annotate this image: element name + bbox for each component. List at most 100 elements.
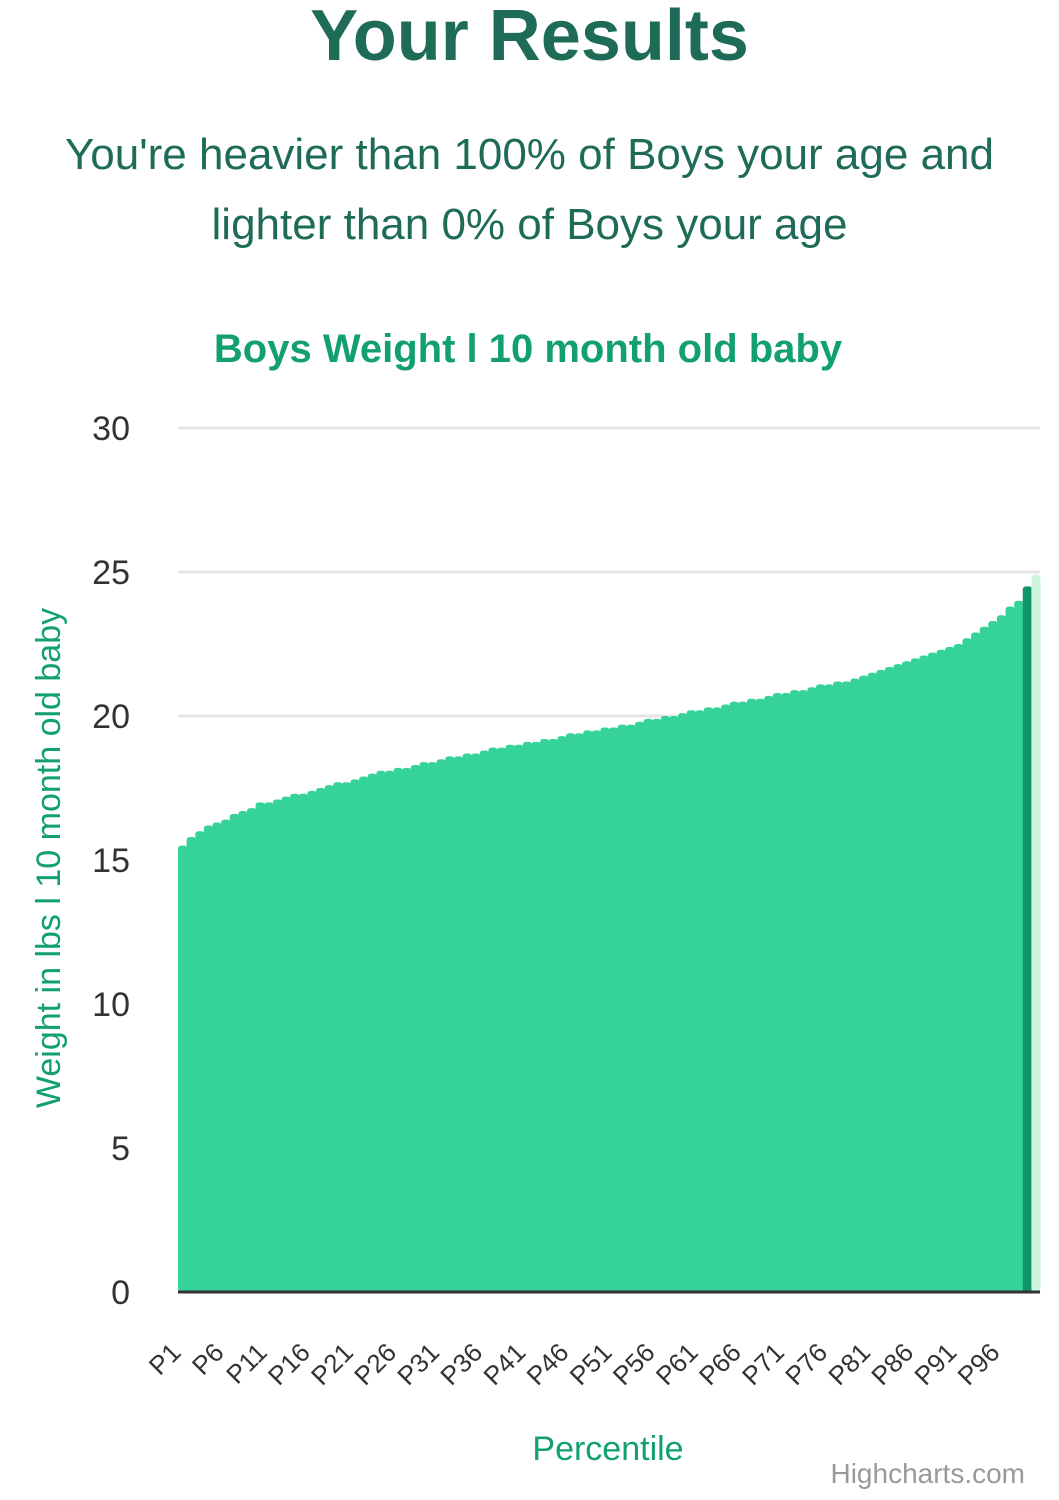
bar-p63[interactable] — [712, 707, 722, 1292]
bar-p75[interactable] — [815, 684, 826, 1292]
bar-p71[interactable] — [781, 692, 791, 1292]
bar-p50[interactable] — [600, 727, 610, 1292]
bar-p68[interactable] — [755, 698, 765, 1292]
bar-p84[interactable] — [893, 664, 903, 1292]
bar-p38[interactable] — [496, 747, 507, 1292]
bar-p21[interactable] — [350, 779, 360, 1292]
bar-p64[interactable] — [721, 704, 731, 1292]
bar-p73[interactable] — [798, 690, 808, 1292]
bar-p54[interactable] — [634, 721, 645, 1292]
bar-p67[interactable] — [746, 698, 757, 1292]
bar-p55[interactable] — [643, 718, 653, 1292]
bar-p44[interactable] — [548, 739, 558, 1292]
bar-p45[interactable] — [557, 736, 567, 1292]
bar-p51[interactable] — [609, 727, 619, 1292]
bar-p86[interactable] — [910, 658, 920, 1292]
bar-p85[interactable] — [902, 661, 912, 1292]
bar-p7[interactable] — [229, 813, 239, 1292]
bar-p39[interactable] — [505, 744, 515, 1292]
bar-p18[interactable] — [324, 785, 334, 1292]
bar-p12[interactable] — [272, 799, 283, 1292]
bar-p17[interactable] — [315, 788, 326, 1292]
bar-p30[interactable] — [427, 762, 438, 1292]
bar-p76[interactable] — [824, 684, 834, 1292]
bar-p15[interactable] — [298, 793, 308, 1292]
bar-p93[interactable] — [971, 632, 981, 1292]
bar-p33[interactable] — [453, 756, 464, 1292]
bar-p42[interactable] — [531, 741, 541, 1292]
bar-p16[interactable] — [307, 790, 317, 1292]
bar-p46[interactable] — [565, 733, 576, 1292]
bar-p83[interactable] — [884, 667, 895, 1292]
bar-p31[interactable] — [436, 759, 446, 1292]
bar-p90[interactable] — [945, 646, 955, 1292]
bar-p58[interactable] — [669, 716, 679, 1292]
bar-p95[interactable] — [988, 620, 998, 1292]
bar-p32[interactable] — [445, 756, 455, 1292]
bar-p40[interactable] — [514, 744, 524, 1292]
bar-p70[interactable] — [772, 692, 782, 1292]
bar-p52[interactable] — [617, 724, 627, 1292]
bar-p59[interactable] — [677, 713, 688, 1292]
bar-p41[interactable] — [522, 741, 533, 1292]
bar-p72[interactable] — [790, 690, 800, 1292]
bar-p87[interactable] — [919, 655, 929, 1292]
bar-p92[interactable] — [962, 638, 972, 1292]
bar-p35[interactable] — [471, 753, 481, 1292]
bar-p19[interactable] — [333, 782, 343, 1292]
bar-p37[interactable] — [488, 747, 498, 1292]
bar-p62[interactable] — [703, 707, 714, 1292]
bar-p3[interactable] — [195, 831, 205, 1292]
bar-p65[interactable] — [729, 701, 739, 1292]
bar-p11[interactable] — [264, 802, 274, 1292]
bar-p28[interactable] — [410, 764, 420, 1292]
bar-p5[interactable] — [212, 822, 222, 1292]
bar-p91[interactable] — [953, 644, 964, 1292]
bar-p82[interactable] — [876, 669, 886, 1292]
bar-p74[interactable] — [807, 687, 817, 1292]
bar-p48[interactable] — [583, 730, 593, 1292]
bar-p97[interactable] — [1005, 606, 1015, 1292]
bar-p60[interactable] — [686, 710, 696, 1292]
bar-p98[interactable] — [1014, 600, 1024, 1292]
bar-p6[interactable] — [221, 819, 231, 1292]
bar-p25[interactable] — [384, 770, 395, 1292]
bar-p100[interactable] — [1031, 574, 1041, 1292]
bar-p94[interactable] — [979, 626, 989, 1292]
bar-p1[interactable] — [178, 845, 188, 1292]
bar-p14[interactable] — [290, 793, 300, 1292]
bar-p23[interactable] — [367, 773, 377, 1292]
bar-p29[interactable] — [419, 762, 429, 1292]
bar-p69[interactable] — [764, 695, 774, 1292]
bar-p10[interactable] — [255, 802, 265, 1292]
bar-p79[interactable] — [850, 678, 860, 1292]
bar-p20[interactable] — [341, 782, 351, 1292]
bar-p57[interactable] — [660, 716, 670, 1292]
bar-p43[interactable] — [540, 739, 550, 1292]
bar-p13[interactable] — [281, 796, 291, 1292]
bar-p47[interactable] — [574, 733, 584, 1292]
bar-p88[interactable] — [927, 652, 938, 1292]
bar-p49[interactable] — [591, 730, 601, 1292]
highcharts-credit[interactable]: Highcharts.com — [830, 1458, 1025, 1489]
bar-p66[interactable] — [738, 701, 748, 1292]
bar-p2[interactable] — [186, 836, 196, 1292]
bar-p99[interactable] — [1022, 586, 1032, 1292]
bar-p4[interactable] — [203, 825, 214, 1292]
bar-p77[interactable] — [833, 681, 843, 1292]
bar-p56[interactable] — [652, 718, 662, 1292]
bar-p24[interactable] — [376, 770, 386, 1292]
bar-p26[interactable] — [393, 767, 403, 1292]
bar-p61[interactable] — [695, 710, 705, 1292]
bar-p89[interactable] — [936, 649, 946, 1292]
bar-p34[interactable] — [462, 753, 472, 1292]
bar-p9[interactable] — [246, 808, 257, 1292]
bar-p80[interactable] — [858, 675, 869, 1292]
bar-p27[interactable] — [402, 767, 412, 1292]
bar-p96[interactable] — [996, 615, 1007, 1292]
bar-p36[interactable] — [479, 750, 489, 1292]
bar-p8[interactable] — [238, 811, 248, 1292]
bar-p81[interactable] — [867, 672, 877, 1292]
bar-p78[interactable] — [841, 681, 851, 1292]
bar-p22[interactable] — [359, 776, 369, 1292]
